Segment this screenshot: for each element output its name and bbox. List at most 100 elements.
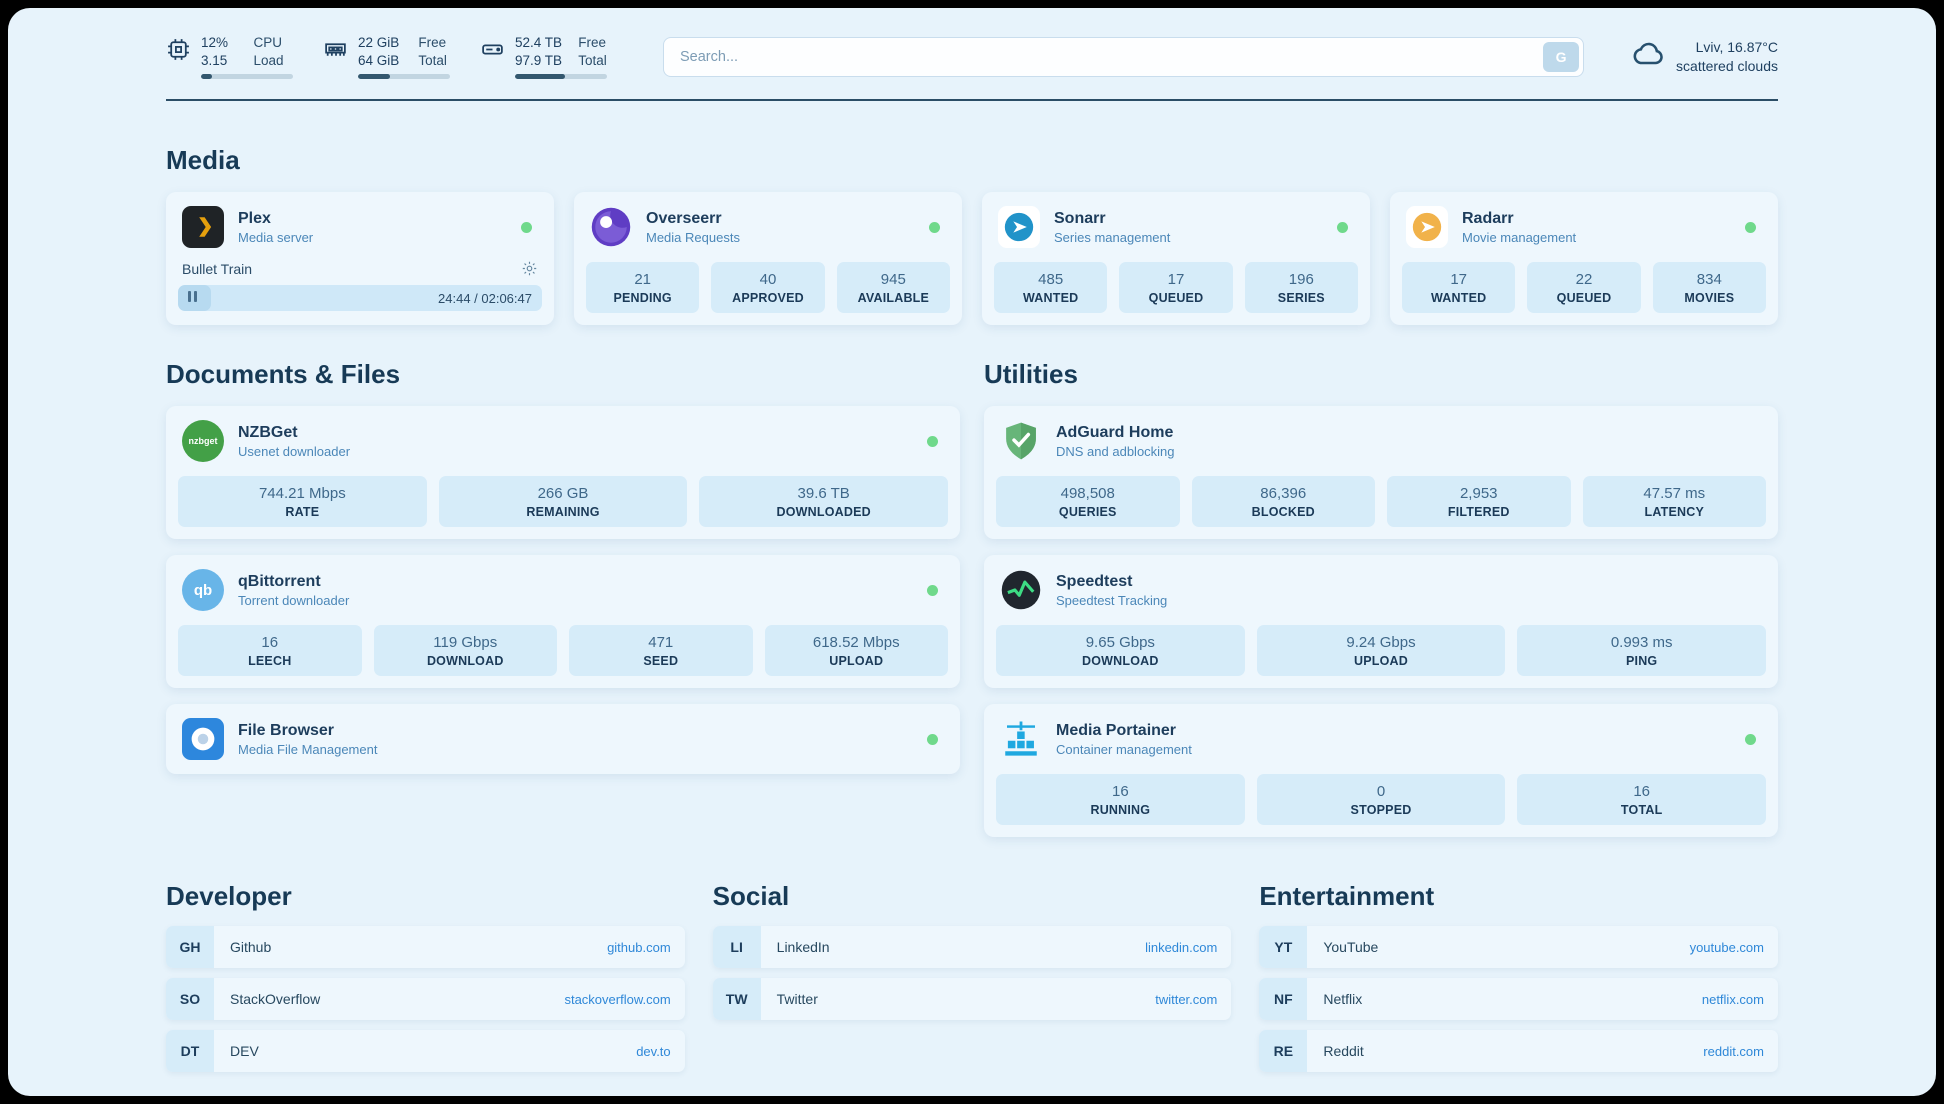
bookmark-dev[interactable]: DT DEV dev.to [166, 1030, 685, 1073]
app-name: qBittorrent [238, 572, 321, 590]
bookmark-abbr: TW [712, 978, 761, 1021]
media-grid: Plex Media server Bullet Train 24:44 / 0… [166, 192, 1778, 326]
app-card-overseerr[interactable]: Overseerr Media Requests 21 PENDING 40 A… [574, 192, 962, 326]
bookmark-linkedin[interactable]: LI LinkedIn linkedin.com [712, 926, 1232, 969]
app-name: Sonarr [1054, 209, 1106, 227]
app-name: NZBGet [238, 423, 298, 441]
disk-icon [480, 37, 505, 62]
app-card-nzbget[interactable]: nzbget NZBGet Usenet downloader 744.21 M… [166, 406, 960, 540]
bookmark-name: Github [230, 939, 272, 956]
bookmark-group-social: Social LI LinkedIn linkedin.com TW Twitt… [712, 881, 1232, 1072]
app-card-portainer[interactable]: Media Portainer Container management 16 … [984, 704, 1778, 838]
app-card-adguard[interactable]: AdGuard Home DNS and adblocking 498,508 … [984, 406, 1778, 540]
app-desc: Speedtest Tracking [1056, 592, 1168, 608]
stat-pending: 21 PENDING [586, 262, 700, 314]
disk-total-label: Total [578, 52, 607, 68]
stat-movies: 834 MOVIES [1652, 262, 1766, 314]
bookmark-youtube[interactable]: YT YouTube youtube.com [1259, 926, 1778, 969]
cpu-chip-icon [166, 37, 191, 62]
search-bar: G [663, 36, 1585, 77]
stat-blocked: 86,396 BLOCKED [1191, 476, 1375, 528]
ram-progress-bar [358, 74, 450, 80]
bookmark-name: Reddit [1323, 1043, 1364, 1060]
app-card-radarr[interactable]: Radarr Movie management 17 WANTED 22 QUE… [1390, 192, 1778, 326]
bookmark-abbr: DT [166, 1030, 214, 1073]
bookmark-url[interactable]: stackoverflow.com [564, 991, 671, 1007]
status-dot [1745, 221, 1756, 233]
app-card-filebrowser[interactable]: File Browser Media File Management [166, 704, 960, 775]
stat-leech: 16 LEECH [178, 625, 362, 677]
bookmark-abbr: LI [712, 926, 761, 969]
ram-monitor: 22 GiB Free 64 GiB Total [323, 34, 450, 80]
section-title-entertainment: Entertainment [1259, 881, 1435, 912]
cpu-load-label: Load [253, 52, 284, 68]
bookmark-abbr: YT [1259, 926, 1308, 969]
app-card-speedtest[interactable]: Speedtest Speedtest Tracking 9.65 Gbps D… [984, 555, 1778, 689]
overseerr-icon [590, 206, 632, 248]
bookmark-url[interactable]: github.com [607, 939, 671, 955]
cpu-progress-bar [201, 74, 293, 80]
bookmark-url[interactable]: youtube.com [1689, 939, 1764, 955]
adguard-icon [1000, 420, 1042, 462]
bookmark-name: YouTube [1323, 939, 1379, 956]
bookmark-twitter[interactable]: TW Twitter twitter.com [712, 978, 1232, 1021]
app-name: Radarr [1462, 209, 1514, 227]
bookmark-abbr: NF [1259, 978, 1308, 1021]
bookmark-name: DEV [230, 1043, 259, 1060]
weather-location: Lviv, 16.87°C [1695, 38, 1778, 55]
stat-upload: 9.24 Gbps UPLOAD [1256, 625, 1506, 677]
app-name: AdGuard Home [1056, 423, 1174, 441]
section-title-documents: Documents & Files [166, 359, 401, 390]
stat-running: 16 RUNNING [996, 774, 1245, 826]
stat-seed: 471 SEED [569, 625, 753, 677]
ram-free-label: Free [418, 35, 447, 50]
app-name: Media Portainer [1056, 721, 1177, 739]
playback-progress-bar[interactable]: 24:44 / 02:06:47 [178, 285, 542, 312]
stat-approved: 40 APPROVED [711, 262, 825, 314]
stat-ping: 0.993 ms PING [1517, 625, 1767, 677]
status-dot [927, 435, 938, 447]
gear-icon[interactable] [521, 260, 538, 277]
stat-download: 119 Gbps DOWNLOAD [373, 625, 557, 677]
status-dot [521, 221, 532, 233]
bookmark-url[interactable]: reddit.com [1703, 1043, 1764, 1059]
bookmark-abbr: GH [166, 926, 214, 969]
ram-total-label: Total [418, 52, 447, 68]
stat-downloaded: 39.6 TB DOWNLOADED [699, 476, 949, 528]
app-desc: Media Requests [646, 229, 740, 245]
app-card-qbittorrent[interactable]: qb qBittorrent Torrent downloader 16 LEE… [166, 555, 960, 689]
stat-series: 196 SERIES [1244, 262, 1358, 314]
dashboard-page: 12% CPU 3.15 Load 22 GiB Free 64 GiB Tot… [8, 8, 1936, 1096]
stat-remaining: 266 GB REMAINING [438, 476, 688, 528]
app-desc: Torrent downloader [238, 592, 350, 608]
pause-icon[interactable] [188, 289, 200, 307]
bookmark-stackoverflow[interactable]: SO StackOverflow stackoverflow.com [166, 978, 685, 1021]
stat-rate: 744.21 Mbps RATE [178, 476, 427, 528]
app-desc: Movie management [1462, 229, 1577, 245]
section-title-developer: Developer [166, 881, 292, 912]
bookmark-url[interactable]: dev.to [636, 1043, 671, 1059]
cpu-percent: 12% [201, 35, 229, 50]
bookmark-url[interactable]: twitter.com [1155, 991, 1218, 1007]
ram-free-value: 22 GiB [358, 35, 400, 50]
bookmark-netflix[interactable]: NF Netflix netflix.com [1259, 978, 1778, 1021]
app-desc: Container management [1056, 741, 1192, 757]
bookmark-url[interactable]: netflix.com [1701, 991, 1764, 1007]
top-bar: 12% CPU 3.15 Load 22 GiB Free 64 GiB Tot… [166, 8, 1778, 80]
search-input[interactable] [663, 36, 1585, 77]
bookmark-reddit[interactable]: RE Reddit reddit.com [1259, 1030, 1778, 1073]
app-card-sonarr[interactable]: Sonarr Series management 485 WANTED 17 Q… [982, 192, 1370, 326]
nzbget-icon: nzbget [182, 420, 224, 463]
portainer-icon [1000, 718, 1042, 760]
bookmark-group-entertainment: Entertainment YT YouTube youtube.com NF … [1259, 881, 1778, 1073]
stat-available: 945 AVAILABLE [836, 262, 950, 314]
bookmark-github[interactable]: GH Github github.com [166, 926, 685, 969]
documents-column: Documents & Files nzbget NZBGet Usenet d… [166, 359, 960, 837]
section-title-utilities: Utilities [984, 359, 1078, 390]
radarr-icon [1406, 206, 1448, 249]
bookmark-name: Netflix [1323, 991, 1363, 1008]
app-card-plex[interactable]: Plex Media server Bullet Train 24:44 / 0… [166, 192, 554, 326]
filebrowser-icon [182, 718, 224, 761]
bookmark-url[interactable]: linkedin.com [1145, 939, 1218, 955]
google-search-button[interactable]: G [1543, 41, 1580, 72]
